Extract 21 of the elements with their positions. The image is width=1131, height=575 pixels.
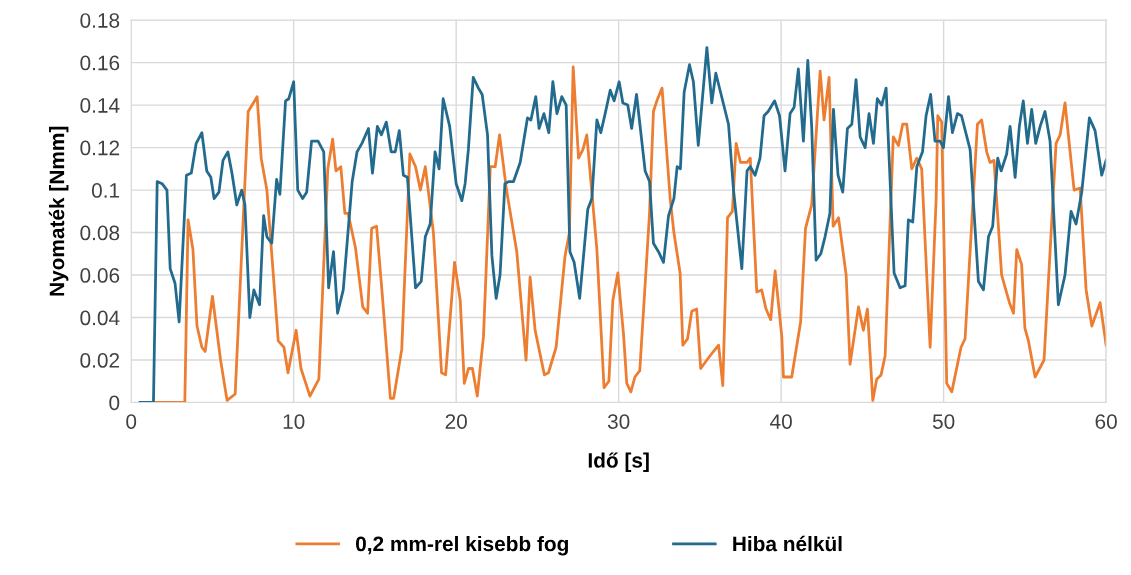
y-tick-label: 0.16 (80, 55, 120, 71)
y-tick-label: 0.02 (80, 353, 120, 368)
y-tick-label: 0 (109, 395, 120, 411)
y-tick-label: 0.08 (80, 225, 120, 241)
x-tick-label: 0 (126, 414, 137, 429)
y-tick-label: 0.06 (80, 268, 120, 283)
y-tick-label: 0.18 (80, 13, 120, 28)
y-tick-label: 0.1 (91, 183, 120, 198)
x-tick-label: 30 (607, 414, 630, 429)
x-tick-label: 50 (932, 414, 955, 429)
y-tick-label: 0.12 (80, 140, 120, 156)
x-tick-label: 10 (283, 414, 305, 429)
y-tick-label: 0.04 (80, 310, 120, 326)
x-tick-label: 40 (770, 414, 792, 429)
x-tick-label: 60 (1095, 414, 1117, 429)
x-axis-title: Idő [s] (588, 452, 649, 472)
legend-label: Hiba nélkül (733, 535, 842, 552)
x-tick-label: 20 (445, 414, 467, 429)
y-axis-title: Nyomaték [Nmm] (48, 126, 69, 296)
legend-label: 0,2 mm-rel kisebb fog (356, 535, 568, 556)
y-tick-label: 0.14 (80, 98, 120, 113)
